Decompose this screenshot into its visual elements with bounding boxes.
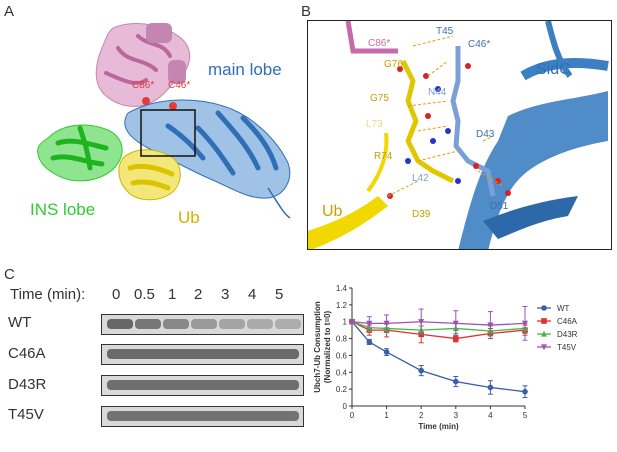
active-site-zoom: SidC Ub C86* T45 C46* G76 N44 G75 L73 D4…: [307, 20, 612, 250]
y-tick-label: 0.6: [336, 351, 348, 360]
panel-a-letter: A: [4, 3, 15, 20]
data-point-t45v: [418, 319, 425, 325]
data-point-t45v: [522, 320, 528, 327]
data-point-t45v: [383, 320, 390, 327]
ins-lobe-domain: [37, 124, 123, 182]
data-point-wt: [418, 367, 424, 374]
x-axis-label: Time (min): [418, 422, 459, 431]
y-axis-label: Ubch7-Ub Consumption: [313, 301, 322, 393]
ins-lobe-label: INS lobe: [30, 200, 96, 219]
blot-c46a: [101, 344, 304, 365]
data-point-t45v: [452, 320, 459, 327]
x-tick-label: 5: [523, 411, 528, 420]
residue-r74: R74: [374, 151, 393, 162]
data-point-wt: [453, 378, 459, 385]
time-point-4: 3: [221, 286, 230, 303]
structure-overview-graphic: [37, 23, 291, 219]
sample-label-t45v: T45V: [8, 406, 44, 423]
residue-l42: L42: [412, 173, 429, 184]
residue-d43: D43: [476, 129, 495, 140]
time-header-label: Time (min):: [10, 286, 86, 303]
sidc-label: SidC: [536, 61, 571, 78]
data-point-t45v: [487, 322, 494, 329]
sample-label-c46a: C46A: [8, 345, 46, 362]
c46-label-a: C46*: [168, 80, 191, 91]
time-point-2: 1: [168, 286, 177, 303]
residue-t45: T45: [436, 26, 454, 37]
data-point-t45v: [349, 319, 355, 325]
c46-sphere: [169, 102, 177, 110]
consumption-chart: 0 0.2 0.4 0.6 0.8 1 1.2 1.4 0 1 2 3 4 5 Time (min) Ubch…: [310, 282, 610, 442]
blot-d43r: [101, 375, 304, 396]
western-blots: Time (min): 0 0.5 1 2 3 4 5 WT C46A D43R…: [8, 286, 308, 446]
residue-g76: G76: [384, 59, 403, 70]
x-tick-label: 0: [350, 411, 355, 420]
ub-label-a: Ub: [178, 208, 200, 227]
residue-n44: N44: [428, 87, 447, 98]
inset-box: [140, 109, 196, 157]
residue-l73: L73: [366, 119, 383, 130]
legend-label-wt: WT: [557, 304, 570, 313]
legend-label-d43r: D43R: [557, 330, 578, 339]
data-point-wt: [383, 349, 390, 355]
ub-domain: [118, 149, 181, 201]
time-point-1: 0.5: [134, 286, 155, 303]
time-point-5: 4: [248, 286, 257, 303]
c86-label-a: C86*: [132, 80, 155, 91]
x-tick-label: 4: [488, 411, 493, 420]
time-point-3: 2: [194, 286, 203, 303]
data-point-wt: [487, 384, 494, 391]
data-point-c46a: [453, 335, 459, 342]
x-tick-label: 2: [419, 411, 424, 420]
sample-label-wt: WT: [8, 314, 32, 331]
blot-wt: [101, 314, 304, 335]
pink-domain: [95, 23, 191, 107]
x-tick-label: 1: [384, 411, 389, 420]
y-tick-label: 0: [343, 402, 348, 411]
blot-t45v: [101, 406, 304, 427]
residue-d39: D39: [412, 209, 431, 220]
structure-overview: main lobe INS lobe Ub C86* C46*: [18, 18, 300, 236]
residue-c46: C46*: [468, 39, 491, 50]
y-tick-label: 1.4: [336, 284, 348, 293]
legend-marker-d43r: [541, 330, 547, 337]
legend-marker-wt: [541, 305, 547, 311]
active-site-graphic: [308, 21, 609, 249]
main-lobe-label: main lobe: [208, 60, 282, 79]
y-tick-label: 0.8: [336, 335, 348, 344]
legend-label-t45v: T45V: [557, 343, 577, 352]
residue-c86: C86*: [368, 38, 391, 49]
legend-label-c46a: C46A: [557, 317, 578, 326]
x-tick-label: 3: [454, 411, 459, 420]
y-tick-label: 1.2: [336, 301, 348, 310]
legend-marker-c46a: [541, 318, 547, 324]
residue-g75: G75: [370, 93, 389, 104]
time-point-6: 5: [275, 286, 284, 303]
data-point-wt: [366, 339, 373, 345]
series-line-t45v: [351, 321, 526, 326]
residue-d51: D51: [490, 201, 509, 212]
y-tick-label: 1: [343, 318, 348, 327]
panel-b-letter: B: [301, 3, 312, 20]
panel-c-letter: C: [4, 266, 15, 283]
ub-label-b: Ub: [322, 203, 343, 220]
main-lobe-domain: [124, 99, 291, 219]
legend-marker-t45v: [541, 344, 547, 351]
c86-sphere: [142, 97, 150, 105]
sample-label-d43r: D43R: [8, 376, 47, 393]
y-tick-label: 0.2: [336, 385, 348, 394]
consumption-chart-svg: 0 0.2 0.4 0.6 0.8 1 1.2 1.4 0 1 2 3 4 5 Time (min) Ubch…: [313, 284, 578, 431]
data-point-t45v: [366, 320, 373, 327]
data-point-wt: [522, 388, 528, 395]
time-point-0: 0: [112, 286, 121, 303]
y-axis-label: (Normalized to t=0): [323, 311, 332, 384]
y-tick-label: 0.4: [336, 368, 348, 377]
